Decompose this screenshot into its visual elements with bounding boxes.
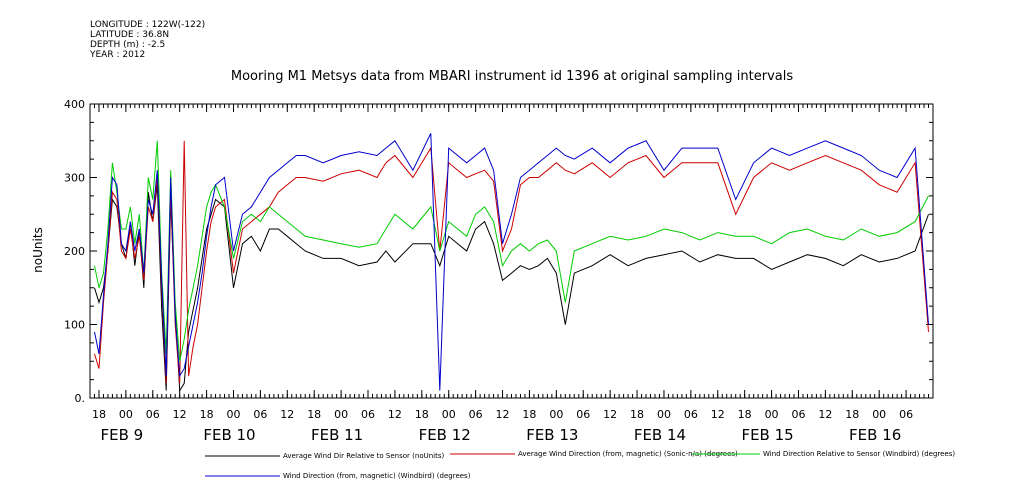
x-tick-label: 06 — [684, 408, 698, 421]
x-tick-label: 18 — [415, 408, 429, 421]
x-tick-label: 06 — [469, 408, 483, 421]
x-tick-label: 06 — [361, 408, 375, 421]
legend-label: Wind Direction (from, magnetic) (Windbir… — [283, 472, 471, 480]
x-tick-label: 06 — [253, 408, 267, 421]
x-date-label: FEB 14 — [634, 426, 686, 444]
y-tick-label: 200 — [64, 245, 85, 258]
x-tick-label: 18 — [630, 408, 644, 421]
series-line-2 — [94, 140, 929, 362]
x-date-label: FEB 13 — [526, 426, 578, 444]
x-tick-label: 00 — [549, 408, 563, 421]
y-tick-label: 400 — [64, 98, 85, 111]
longitude-text: LONGITUDE : 122W(-122) — [90, 20, 206, 30]
y-tick-label: 300 — [64, 172, 85, 185]
series-layer — [94, 133, 929, 393]
x-tick-label: 00 — [334, 408, 348, 421]
x-tick-label: 18 — [845, 408, 859, 421]
x-tick-label: 00 — [442, 408, 456, 421]
x-date-label: FEB 10 — [203, 426, 255, 444]
series-line-1 — [94, 140, 929, 384]
x-tick-label: 12 — [603, 408, 617, 421]
series-line-3 — [94, 133, 929, 391]
x-tick-label: 00 — [657, 408, 671, 421]
x-date-label: FEB 16 — [849, 426, 901, 444]
legend: Average Wind Dir Relative to Sensor (noU… — [205, 450, 955, 480]
x-tick-label: 06 — [791, 408, 805, 421]
x-tick-label: 00 — [226, 408, 240, 421]
x-tick-label: 12 — [818, 408, 832, 421]
x-tick-label: 18 — [522, 408, 536, 421]
axis-ticks: 0. 100 200 300 400 18 00 06 12 18 00 06 12 18 00 06 12 18… — [64, 98, 934, 444]
legend-label: Average Wind Direction (from, magnetic) … — [518, 450, 738, 458]
x-tick-label: 12 — [280, 408, 294, 421]
x-tick-label: 12 — [388, 408, 402, 421]
x-tick-label: 18 — [92, 408, 106, 421]
legend-label: Average Wind Dir Relative to Sensor (noU… — [283, 452, 444, 460]
x-date-label: FEB 9 — [101, 426, 144, 444]
x-date-label: FEB 15 — [741, 426, 793, 444]
x-tick-label: 00 — [119, 408, 133, 421]
y-axis-label: noUnits — [31, 227, 45, 273]
latitude-text: LATITUDE : 36.8N — [90, 30, 170, 40]
x-tick-label: 06 — [899, 408, 913, 421]
x-tick-label: 18 — [307, 408, 321, 421]
x-date-label: FEB 11 — [311, 426, 363, 444]
x-date-label: FEB 12 — [419, 426, 471, 444]
depth-text: DEPTH (m) : -2.5 — [90, 40, 166, 50]
x-tick-label: 06 — [146, 408, 160, 421]
x-tick-label: 00 — [765, 408, 779, 421]
x-tick-label: 00 — [872, 408, 886, 421]
metadata-block: LONGITUDE : 122W(-122) LATITUDE : 36.8N … — [90, 20, 205, 60]
chart-title: Mooring M1 Metsys data from MBARI instru… — [231, 69, 793, 84]
x-tick-label: 12 — [173, 408, 187, 421]
x-tick-label: 12 — [496, 408, 510, 421]
year-text: YEAR : 2012 — [90, 50, 146, 60]
legend-label: Wind Direction Relative to Sensor (Windb… — [763, 450, 955, 458]
x-tick-label: 06 — [576, 408, 590, 421]
x-tick-label: 18 — [738, 408, 752, 421]
x-tick-label: 12 — [711, 408, 725, 421]
y-tick-label: 100 — [64, 319, 85, 332]
x-tick-label: 18 — [200, 408, 214, 421]
y-tick-label: 0. — [75, 392, 86, 405]
